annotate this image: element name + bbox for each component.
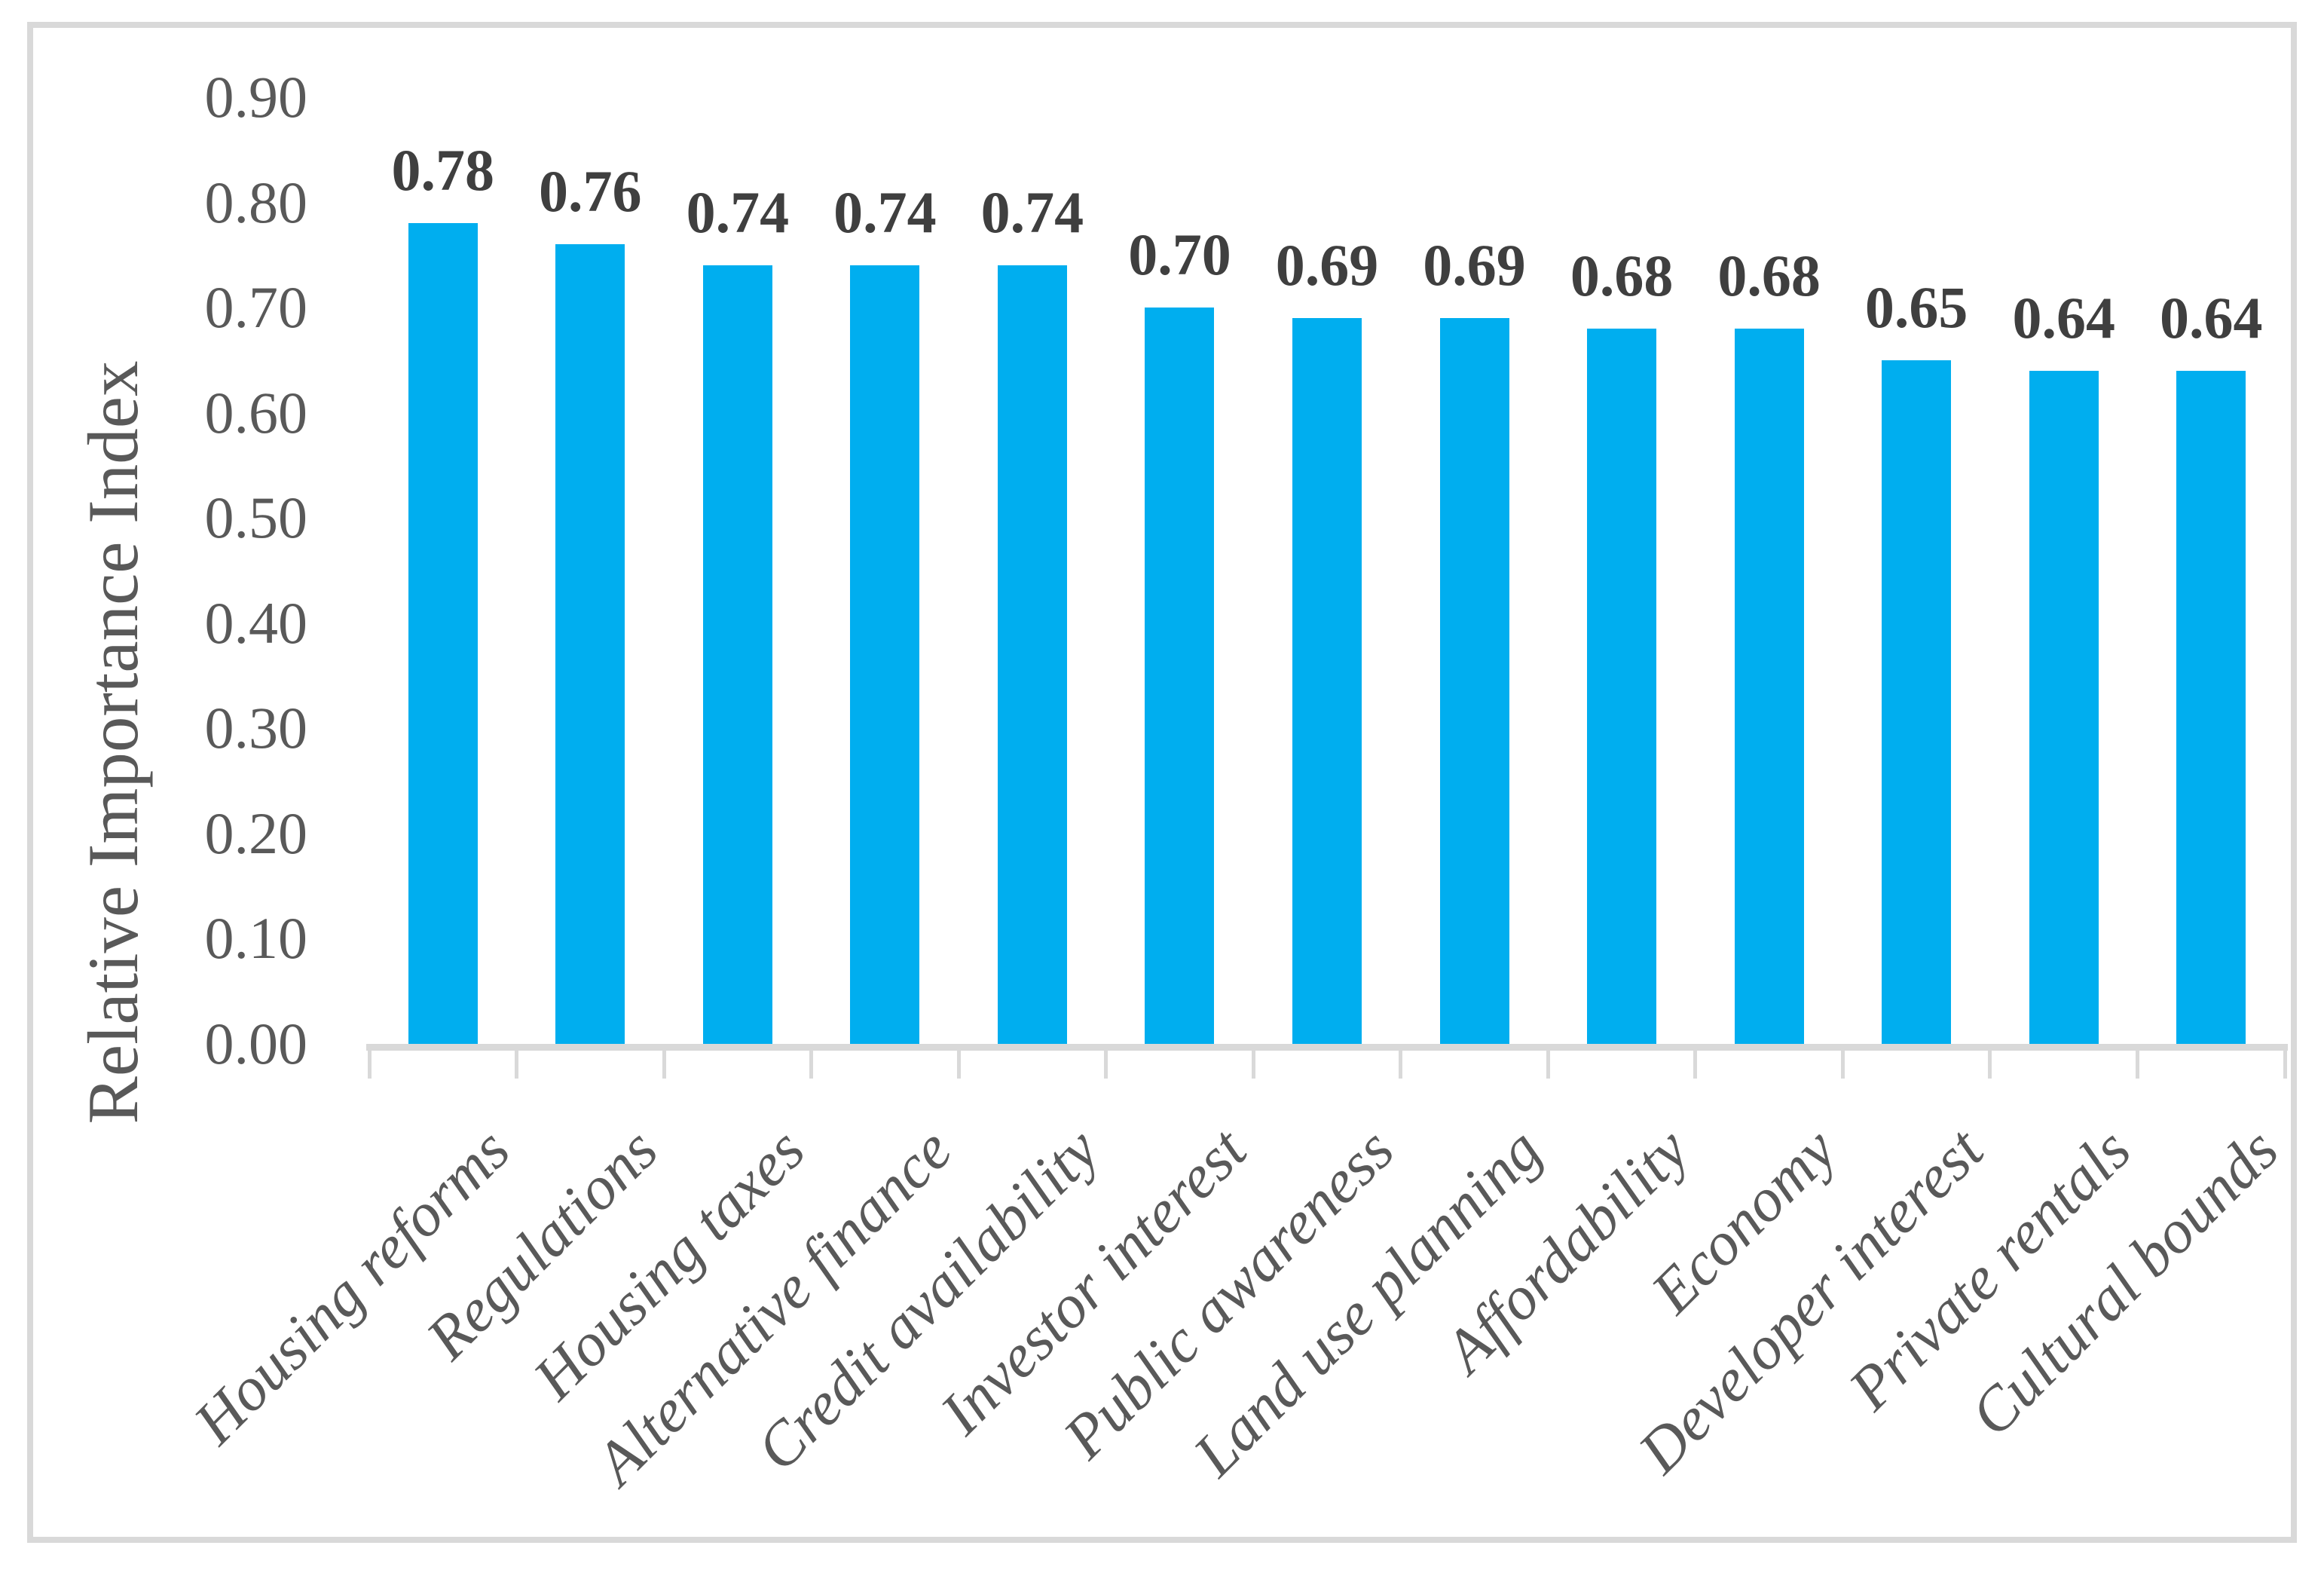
y-axis-tick-label: 0.70 <box>204 274 308 341</box>
bar-value-label: 0.65 <box>1864 274 1968 340</box>
x-axis-tick <box>1693 1044 1698 1079</box>
bar <box>2176 370 2246 1044</box>
bar-value-label: 0.76 <box>539 158 642 225</box>
bar <box>997 265 1067 1044</box>
y-axis-tick-label: 0.80 <box>204 169 308 235</box>
chart-frame <box>27 22 2297 1543</box>
y-axis-tick-label: 0.10 <box>204 905 308 972</box>
bar-value-label: 0.74 <box>686 179 790 246</box>
x-axis-tick <box>1840 1044 1845 1079</box>
x-axis-line <box>366 1044 2288 1051</box>
bar <box>850 265 920 1044</box>
bar <box>1734 329 1804 1044</box>
y-axis-tick-label: 0.50 <box>204 485 308 551</box>
bar <box>555 244 625 1044</box>
y-axis-tick-label: 0.90 <box>204 64 308 130</box>
x-axis-tick <box>1399 1044 1403 1079</box>
y-axis-tick-label: 0.30 <box>204 695 308 761</box>
bar-value-label: 0.69 <box>1275 232 1379 298</box>
bar <box>1439 318 1509 1044</box>
x-axis-tick <box>2135 1044 2139 1079</box>
y-axis-tick-label: 0.60 <box>204 379 308 445</box>
y-axis-tick-label: 0.00 <box>204 1011 308 1076</box>
bar <box>1145 308 1215 1044</box>
bar <box>408 223 478 1044</box>
x-axis-tick <box>662 1044 666 1079</box>
x-axis-tick <box>515 1044 519 1079</box>
bar-value-label: 0.74 <box>833 179 937 246</box>
bar <box>2029 370 2099 1044</box>
bar <box>1587 329 1657 1044</box>
bar-value-label: 0.74 <box>980 179 1084 246</box>
y-axis-tick-label: 0.40 <box>204 589 308 656</box>
x-axis-tick <box>956 1044 961 1079</box>
bar-value-label: 0.78 <box>391 137 495 204</box>
bar <box>1882 360 1952 1044</box>
x-axis-tick <box>809 1044 814 1079</box>
bar-value-label: 0.64 <box>2012 284 2115 350</box>
bar <box>702 265 772 1044</box>
y-axis-tick-label: 0.20 <box>204 800 308 866</box>
x-axis-tick <box>1104 1044 1108 1079</box>
bar <box>1292 318 1362 1044</box>
bar-value-label: 0.64 <box>2159 284 2263 350</box>
x-axis-tick <box>2283 1044 2287 1079</box>
bar-value-label: 0.68 <box>1570 243 1674 309</box>
x-axis-tick <box>1988 1044 1992 1079</box>
bar-value-label: 0.68 <box>1717 243 1821 309</box>
x-axis-tick <box>1546 1044 1550 1079</box>
x-axis-tick <box>1251 1044 1255 1079</box>
bar-value-label: 0.69 <box>1423 232 1526 298</box>
x-axis-tick <box>367 1044 372 1079</box>
bar-value-label: 0.70 <box>1128 222 1231 288</box>
